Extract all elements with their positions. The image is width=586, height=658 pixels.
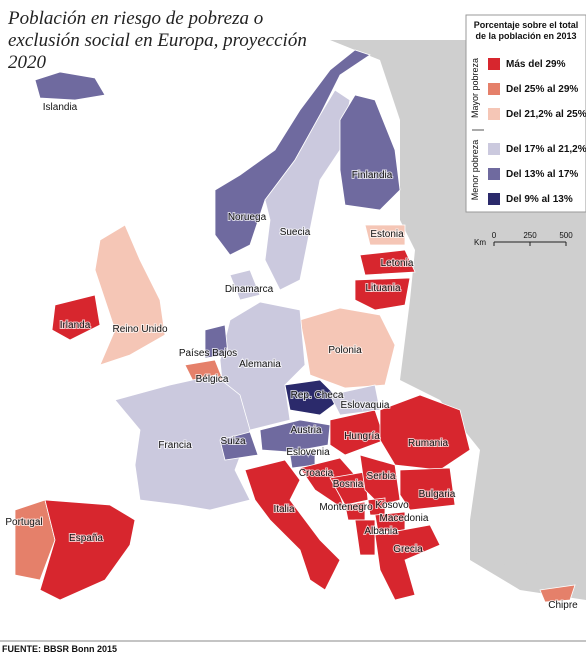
country-shape [354, 277, 411, 311]
legend-swatch [488, 58, 500, 70]
country-shape [34, 71, 106, 101]
country-shape [374, 524, 441, 601]
turkey-land [480, 500, 586, 565]
legend-group: Menor pobreza [470, 140, 480, 201]
country-shape [39, 499, 136, 601]
legend-label: Del 9% al 13% [506, 194, 573, 205]
country-shape [51, 294, 101, 341]
country-shape [244, 459, 341, 591]
country-label: Letonia [381, 258, 414, 269]
country-shape [339, 94, 401, 211]
country-label: Alemania [239, 359, 281, 370]
country-label: Eslovenia [286, 447, 330, 458]
country-shape [284, 379, 341, 416]
country-shape [329, 409, 386, 456]
country-label: Lituania [365, 283, 400, 294]
country-label: Francia [158, 440, 192, 451]
country-label: Bosnia [333, 479, 364, 490]
legend-swatch [488, 108, 500, 120]
country-label: Grecia [393, 544, 423, 555]
country-label: Albania [364, 526, 398, 537]
country-label: Austria [290, 425, 322, 436]
legend-title: Porcentaje sobre el total de la población… [474, 20, 579, 41]
country-shape [219, 431, 259, 461]
country-label: Bélgica [196, 374, 229, 385]
country-shape [229, 269, 261, 301]
country-shape [94, 224, 166, 366]
country-label: Chipre [548, 600, 578, 611]
country-shape [114, 374, 251, 511]
country-shape [214, 49, 371, 256]
country-label: Noruega [228, 212, 267, 223]
country-label: Islandia [43, 102, 78, 113]
country-shape [204, 324, 229, 359]
country-label: Italia [273, 504, 295, 515]
country-shape [359, 249, 416, 276]
scale-unit: Km [474, 238, 486, 247]
country-label: Polonia [328, 345, 362, 356]
legend-label: Del 25% al 29% [506, 84, 578, 95]
country-label: Bulgaria [419, 489, 456, 500]
legend-box [465, 14, 586, 213]
legend-title-line: de la población en 2013 [475, 31, 576, 41]
country-label: España [69, 533, 103, 544]
country-shape [354, 519, 376, 556]
scale-label: 500 [559, 231, 573, 240]
country-label: Suecia [280, 227, 311, 238]
source: FUENTE: BBSR Bonn 2015 [2, 644, 117, 654]
country-label: Suiza [220, 436, 245, 447]
country-shape [399, 467, 456, 511]
legend-label: Del 17% al 21,2% [506, 144, 586, 155]
country-label: Irlanda [60, 320, 91, 331]
country-label: Kosovo [375, 500, 409, 511]
title: Población en riesgo de pobreza o exclusi… [8, 8, 307, 73]
country-label: Macedonia [380, 513, 429, 524]
legend-swatch [488, 83, 500, 95]
country-label: Dinamarca [225, 284, 274, 295]
country-label: Rumania [408, 438, 448, 449]
country-shape [539, 584, 576, 603]
country-label: Rep. Checa [291, 390, 344, 401]
country-shape [364, 224, 406, 246]
country-label: Estonia [370, 229, 404, 240]
country-shape [14, 499, 56, 581]
scale-label: 250 [523, 231, 537, 240]
country-label: Eslovaquia [341, 400, 390, 411]
scale-label: 0 [492, 231, 497, 240]
country-label: Finlandia [352, 170, 393, 181]
legend-swatch [488, 168, 500, 180]
country-label: Reino Unido [112, 324, 167, 335]
country-label: Croacia [299, 468, 334, 479]
legend-label: Del 21,2% al 25% [506, 109, 586, 120]
country-shape [379, 394, 471, 471]
legend-label: Del 13% al 17% [506, 169, 578, 180]
country-label: Serbia [367, 471, 396, 482]
country-shape [264, 89, 351, 291]
country-shape [359, 454, 401, 506]
legend-group: Mayor pobreza [470, 58, 480, 118]
country-label: Portugal [5, 517, 42, 528]
country-label: Montenegro [319, 502, 373, 513]
legend-swatch [488, 143, 500, 155]
country-label: Hungría [344, 431, 380, 442]
legend-title-line: Porcentaje sobre el total [474, 20, 579, 30]
country-label: Países Bajos [179, 348, 237, 359]
legend-swatch [488, 193, 500, 205]
country-shape [259, 419, 331, 453]
legend-label: Más del 29% [506, 59, 566, 70]
country-shape [299, 307, 396, 389]
